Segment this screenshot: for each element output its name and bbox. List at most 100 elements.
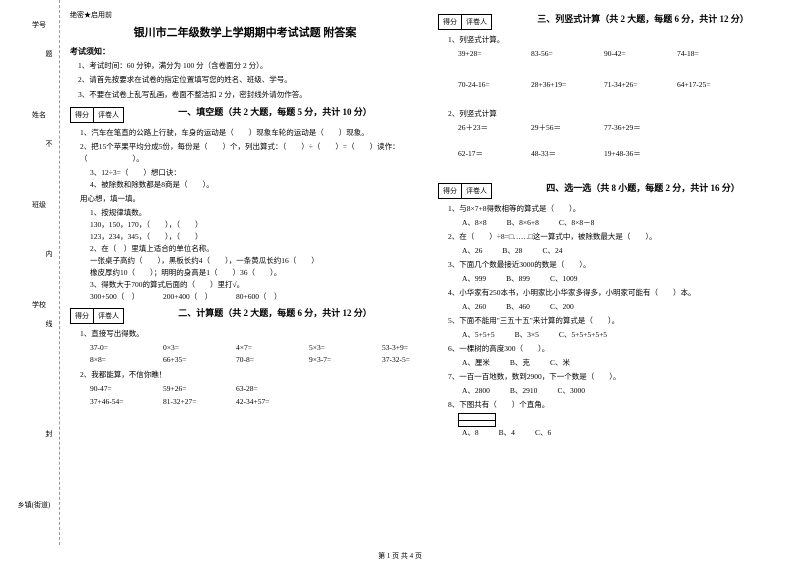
- score-col-1c: 得分: [439, 15, 462, 29]
- s4-q2c: C、24: [542, 245, 562, 257]
- page-footer: 第 1 页 共 4 页: [0, 551, 800, 561]
- s1-q1: 1、汽车在笔直的公路上行驶，车身的运动是（ ）现象车轮的运动是（ ）现象。: [80, 127, 420, 139]
- s4-q6a: A、厘米: [462, 357, 490, 369]
- s3-r4: 62-17＝ 48-33＝ 19+48-36＝: [458, 148, 788, 161]
- margin-char-seal: 封: [44, 430, 54, 437]
- s4-q8b: B、4: [499, 427, 515, 439]
- s2-r3b: 59+26=: [163, 383, 218, 396]
- exam-title: 银川市二年级数学上学期期中考试试题 附答案: [70, 24, 420, 40]
- s1-f3c: 80+600（ ）: [236, 291, 291, 304]
- s3-r4b: 48-33＝: [531, 148, 586, 161]
- s3-r3b: 29＋56＝: [531, 122, 586, 135]
- notice-heading: 考试须知：: [70, 46, 420, 57]
- s4-q7c: C、3000: [557, 385, 585, 397]
- score-col-2c: 评卷人: [462, 15, 491, 29]
- s4-q7: 7、一百一百地数，数到2900，下一个数是（ ）。: [448, 371, 788, 383]
- right-column: 得分 评卷人 三、列竖式计算（共 2 大题，每题 6 分，共计 12 分） 1、…: [438, 10, 788, 439]
- s3-r4a: 62-17＝: [458, 148, 513, 161]
- s4-q4: 4、小华家有250本书，小明家比小华家多得多，小明家可能有（ ）本。: [448, 287, 788, 299]
- s4-q2: 2、在（ ）÷8=□……□这一算式中，被除数最大是（ ）。: [448, 231, 788, 243]
- s3-r2b: 28+36+19=: [531, 79, 586, 92]
- s2-r1c: 4×7=: [236, 342, 291, 355]
- s3-r1: 39+28= 83-56= 90-42= 74-18=: [458, 48, 788, 61]
- section-2-title: 二、计算题（共 2 大题，每题 6 分，共计 12 分）: [130, 306, 420, 319]
- s1-f2: 2、在（ ）里填上适合的单位名称。: [90, 243, 420, 255]
- s2-r2a: 8×8=: [90, 354, 145, 367]
- s3-r1b: 83-56=: [531, 48, 586, 61]
- s2-r4: 37+46-54= 81-32+27= 42-34+57=: [90, 396, 420, 409]
- notice-2: 2、请首先按要求在试卷的指定位置填写您的姓名、班级、学号。: [78, 74, 420, 85]
- score-box-4: 得分 评卷人: [438, 183, 492, 199]
- s1-q4: 4、被除数和除数都是8商是（ ）。: [90, 179, 420, 191]
- s4-q8-figure: [438, 413, 788, 427]
- s2-r3a: 90-47=: [90, 383, 145, 396]
- s4-q1-opts: A、8×8 B、8×6+8 C、8×8－8: [462, 217, 788, 229]
- s2-r2e: 37-32-5=: [382, 354, 437, 367]
- s4-q3b: B、899: [506, 273, 530, 285]
- s1-f3-row: 300+500（ ） 200+400（ ） 80+600（ ）: [90, 291, 420, 304]
- field-school: 学校: [24, 300, 54, 310]
- s3-r3a: 26＋23＝: [458, 122, 513, 135]
- left-column: 绝密★启用前 银川市二年级数学上学期期中考试试题 附答案 考试须知： 1、考试时…: [70, 10, 420, 439]
- s4-q3: 3、下面几个数最接近3000的数是（ ）。: [448, 259, 788, 271]
- s4-q5a: A、5+5+5: [462, 329, 495, 341]
- s4-q2a: A、26: [462, 245, 482, 257]
- field-class: 班级: [24, 200, 54, 210]
- s1-f2b: 橡皮厚约10（ ）；明明的身高是1（ ）36（ ）。: [90, 267, 420, 279]
- s4-q6b: B、克: [510, 357, 530, 369]
- s1-f3b: 200+400（ ）: [163, 291, 218, 304]
- s3-r3c: 77-36+29＝: [604, 122, 659, 135]
- s2-r1a: 37-0=: [90, 342, 145, 355]
- s4-q8: 8、下图共有（ ）个直角。: [448, 399, 788, 411]
- score-col-1b: 得分: [71, 309, 94, 323]
- s2-r2d: 9×3-7=: [309, 354, 364, 367]
- s1-f1a: 130，150，170，（ ），（ ）: [90, 219, 420, 231]
- s4-q4a: A、260: [462, 301, 486, 313]
- s4-q4c: C、200: [550, 301, 574, 313]
- s1-f3: 3、得数大于700的算式后面的（ ）里打√。: [90, 279, 420, 291]
- margin-char-line: 线: [44, 320, 54, 327]
- field-number: 学号: [24, 20, 54, 30]
- score-col-2b: 评卷人: [94, 309, 123, 323]
- score-col-1: 得分: [71, 108, 94, 122]
- s3-r2a: 70-24-16=: [458, 79, 513, 92]
- s4-q1c: C、8×8－8: [559, 217, 594, 229]
- s1-q2: 2、把15个苹果平均分成5份，每份是（ ）个，列出算式：（ ）÷（ ）=（ ）读…: [80, 141, 420, 165]
- s3-r2: 70-24-16= 28+36+19= 71-34+26= 64+17-25=: [458, 79, 788, 92]
- s2-q1: 1、直接写出得数。: [80, 328, 420, 340]
- s4-q7-opts: A、2800 B、2910 C、3000: [462, 385, 788, 397]
- s4-q1b: B、8×6+8: [507, 217, 539, 229]
- s3-r2d: 64+17-25=: [677, 79, 732, 92]
- notice-1: 1、考试时间：60 分钟，满分为 100 分（含卷面分 2 分）。: [78, 60, 420, 71]
- s4-q5-opts: A、5+5+5 B、3×5 C、5+5+5+5+5: [462, 329, 788, 341]
- s4-q5c: C、5+5+5+5+5: [559, 329, 607, 341]
- s4-q7b: B、2910: [510, 385, 538, 397]
- s4-q1a: A、8×8: [462, 217, 487, 229]
- s4-q5b: B、3×5: [515, 329, 539, 341]
- field-town: 乡镇(街道): [14, 500, 54, 510]
- s2-r2c: 70-8=: [236, 354, 291, 367]
- s3-r3: 26＋23＝ 29＋56＝ 77-36+29＝: [458, 122, 788, 135]
- s3-q1: 1、列竖式计算。: [448, 34, 788, 46]
- s2-r1e: 53-3+9=: [382, 342, 437, 355]
- score-col-2: 评卷人: [94, 108, 123, 122]
- section-3-title: 三、列竖式计算（共 2 大题，每题 6 分，共计 12 分）: [498, 12, 788, 25]
- s3-r1a: 39+28=: [458, 48, 513, 61]
- s2-r3c: 63-28=: [236, 383, 291, 396]
- s4-q1: 1、与8×7+8得数相等的算式是（ ）。: [448, 203, 788, 215]
- score-box-2: 得分 评卷人: [70, 308, 124, 324]
- s1-q3: 3、12÷3=（ ）想口诀：: [90, 167, 420, 179]
- s4-q2-opts: A、26 B、28 C、24: [462, 245, 788, 257]
- score-col-1d: 得分: [439, 184, 462, 198]
- page-content: 绝密★启用前 银川市二年级数学上学期期中考试试题 附答案 考试须知： 1、考试时…: [70, 10, 790, 439]
- s4-q3a: A、999: [462, 273, 486, 285]
- rectangle-figure: [458, 413, 496, 427]
- s2-r3: 90-47= 59+26= 63-28=: [90, 383, 420, 396]
- s1-f2a: 一张桌子高约（ ），黑板长约4（ ），一条黄瓜长约16（ ）: [90, 255, 420, 267]
- s1-fill-label: 用心想，填一填。: [80, 193, 420, 205]
- s3-r1c: 90-42=: [604, 48, 659, 61]
- s4-q8a: A、8: [462, 427, 479, 439]
- s2-r2b: 66+35=: [163, 354, 218, 367]
- s2-q2: 2、我都能算，不信你瞧！: [80, 369, 420, 381]
- section-4-title: 四、选一选（共 8 小题，每题 2 分，共计 16 分）: [498, 181, 788, 194]
